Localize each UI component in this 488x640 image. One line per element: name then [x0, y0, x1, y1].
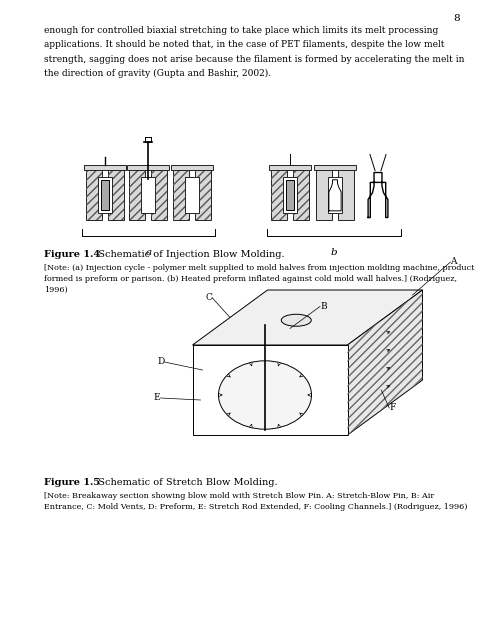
Ellipse shape: [219, 361, 311, 429]
Bar: [286, 180, 294, 211]
Text: Schematic of Injection Blow Molding.: Schematic of Injection Blow Molding.: [92, 250, 285, 259]
Bar: [129, 170, 145, 220]
Bar: [338, 170, 354, 220]
Bar: [129, 170, 145, 220]
Bar: [173, 170, 189, 220]
Text: [Note: Breakaway section showing blow mold with Stretch Blow Pin. A: Stretch-Blo: [Note: Breakaway section showing blow mo…: [44, 492, 468, 511]
Bar: [195, 170, 211, 220]
Text: enough for controlled biaxial stretching to take place which limits its melt pro: enough for controlled biaxial stretching…: [44, 26, 465, 78]
Bar: [151, 170, 167, 220]
Bar: [98, 177, 112, 213]
Text: [Note: (a) Injection cycle - polymer melt supplied to mold halves from injection: [Note: (a) Injection cycle - polymer mel…: [44, 264, 474, 294]
Text: D: D: [157, 358, 164, 367]
Bar: [293, 170, 309, 220]
Polygon shape: [192, 290, 423, 345]
Bar: [151, 170, 167, 220]
Bar: [127, 165, 169, 170]
Bar: [173, 170, 189, 220]
Bar: [86, 170, 102, 220]
Bar: [108, 170, 124, 220]
Bar: [328, 177, 342, 213]
Bar: [271, 170, 287, 220]
Text: A: A: [450, 257, 457, 266]
Bar: [108, 170, 124, 220]
Bar: [293, 170, 309, 220]
Text: Figure 1.4: Figure 1.4: [44, 250, 100, 259]
Bar: [141, 177, 155, 213]
Ellipse shape: [281, 314, 311, 326]
Bar: [84, 165, 126, 170]
Bar: [269, 165, 311, 170]
Text: a: a: [145, 248, 152, 257]
Bar: [316, 170, 332, 220]
Bar: [314, 165, 356, 170]
Bar: [195, 170, 211, 220]
Bar: [271, 170, 287, 220]
Bar: [171, 165, 213, 170]
Bar: [102, 180, 109, 211]
Text: Figure 1.5: Figure 1.5: [44, 478, 100, 487]
Bar: [86, 170, 102, 220]
Polygon shape: [192, 345, 347, 435]
Bar: [185, 177, 199, 213]
Text: F: F: [389, 403, 396, 413]
Text: E: E: [154, 394, 161, 403]
Text: C: C: [205, 293, 212, 302]
Text: b: b: [331, 248, 337, 257]
Text: B: B: [320, 302, 326, 311]
Text: Schematic of Stretch Blow Molding.: Schematic of Stretch Blow Molding.: [92, 478, 278, 487]
Polygon shape: [347, 290, 423, 435]
Bar: [283, 177, 297, 213]
Text: 8: 8: [453, 14, 460, 23]
